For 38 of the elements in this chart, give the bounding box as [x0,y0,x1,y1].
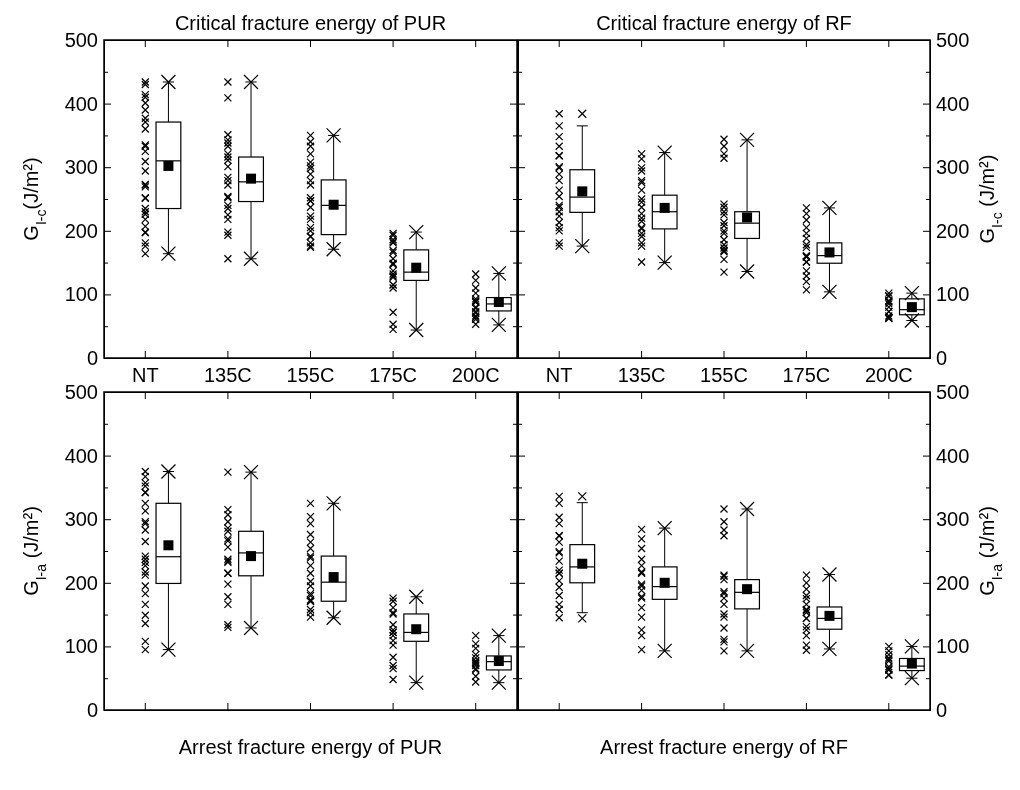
y-tick-label: 100 [64,283,98,306]
x-tick-label: NT [545,364,573,387]
y2-tick-label: 300 [936,156,970,179]
y2-tick-label: 400 [936,92,970,115]
y-tick-label: 500 [64,380,98,403]
y-tick-label: 400 [64,444,98,467]
y-tick-label: 400 [64,92,98,115]
y2-tick-label: 300 [936,508,970,531]
x-axis-title: Arrest fracture energy of RF [600,736,848,758]
y2-tick-label: 400 [936,444,970,467]
x-tick-label: NT [131,364,159,387]
chart-title: Critical fracture energy of RF [596,12,852,34]
y2-tick-label: 500 [936,28,970,51]
y2-tick-label: 500 [936,380,970,403]
y2-tick-label: 200 [936,571,970,594]
y-tick-label: 500 [64,28,98,51]
x-tick-label: 155C [700,364,748,387]
y2-tick-label: 100 [936,635,970,658]
y-tick-label: 100 [64,635,98,658]
y2-tick-label: 0 [936,698,948,721]
y-tick-label: 300 [64,508,98,531]
y-tick-label: 0 [86,698,98,721]
chart-title: Critical fracture energy of PUR [174,12,447,34]
x-tick-label: 175C [369,364,418,387]
x-tick-label: 135C [203,364,252,387]
x-axis-title: Arrest fracture energy of PUR [178,736,443,758]
y2-tick-label: 200 [936,219,970,242]
y-tick-label: 200 [64,571,98,594]
y2-tick-label: 100 [936,283,970,306]
y-tick-label: 200 [64,219,98,242]
x-tick-label: 155C [286,364,335,387]
y-tick-label: 300 [64,156,98,179]
x-tick-label: 135C [617,364,666,387]
x-tick-label: 200C [864,364,913,387]
x-tick-label: 175C [782,364,831,387]
y-tick-label: 0 [86,346,98,369]
y2-tick-label: 0 [936,346,948,369]
x-tick-label: 200C [451,364,500,387]
